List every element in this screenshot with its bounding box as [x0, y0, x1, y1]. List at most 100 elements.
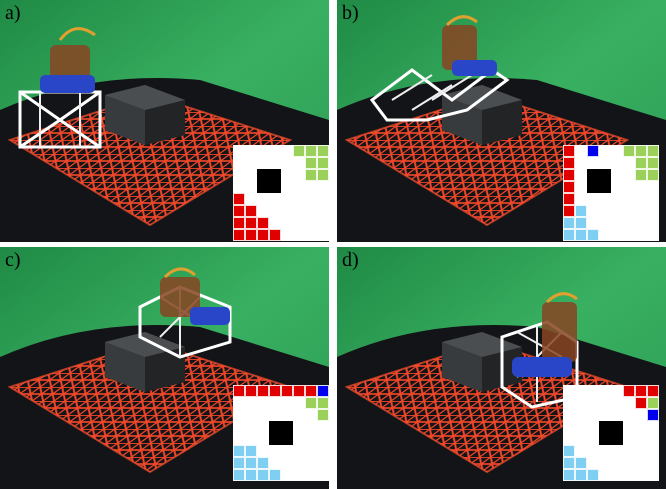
empty-cell [281, 205, 293, 217]
blue-cell [317, 385, 329, 397]
empty-cell [587, 433, 599, 445]
empty-cell [281, 217, 293, 229]
empty-cell [587, 217, 599, 229]
empty-cell [563, 397, 575, 409]
empty-cell [623, 217, 635, 229]
obstacle-cell [281, 433, 293, 445]
obstacle-cell [281, 421, 293, 433]
empty-cell [599, 193, 611, 205]
empty-cell [269, 217, 281, 229]
empty-cell [269, 193, 281, 205]
empty-cell [575, 169, 587, 181]
empty-cell [599, 217, 611, 229]
empty-cell [599, 457, 611, 469]
empty-cell [305, 457, 317, 469]
empty-cell [269, 409, 281, 421]
cyan-cell [563, 457, 575, 469]
empty-cell [317, 217, 329, 229]
empty-cell [245, 157, 257, 169]
red-cell [563, 145, 575, 157]
empty-cell [317, 229, 329, 241]
empty-cell [233, 433, 245, 445]
green-cell [647, 397, 659, 409]
empty-cell [293, 193, 305, 205]
red-cell [623, 385, 635, 397]
empty-cell [647, 469, 659, 481]
red-cell [563, 169, 575, 181]
empty-cell [635, 205, 647, 217]
empty-cell [635, 409, 647, 421]
empty-cell [647, 229, 659, 241]
empty-cell [281, 229, 293, 241]
empty-cell [293, 157, 305, 169]
cyan-cell [575, 217, 587, 229]
red-cell [257, 229, 269, 241]
empty-cell [611, 181, 623, 193]
red-cell [269, 229, 281, 241]
cyan-cell [563, 469, 575, 481]
empty-cell [305, 445, 317, 457]
cyan-cell [269, 469, 281, 481]
empty-cell [623, 193, 635, 205]
robot-and-voxels [369, 15, 510, 122]
green-cell [647, 157, 659, 169]
empty-cell [293, 433, 305, 445]
empty-cell [647, 421, 659, 433]
red-cell [233, 193, 245, 205]
empty-cell [635, 421, 647, 433]
empty-cell [293, 169, 305, 181]
red-cell [305, 385, 317, 397]
occupancy-grid-map [233, 145, 329, 241]
empty-cell [281, 181, 293, 193]
photo-panel-a: a) [0, 0, 329, 242]
empty-cell [611, 205, 623, 217]
obstacle-cell [611, 421, 623, 433]
obstacle-cell [269, 181, 281, 193]
empty-cell [599, 229, 611, 241]
empty-cell [317, 457, 329, 469]
cyan-cell [575, 457, 587, 469]
empty-cell [611, 409, 623, 421]
cyan-cell [575, 469, 587, 481]
red-cell [635, 385, 647, 397]
obstacle-cell [599, 433, 611, 445]
cyan-cell [233, 445, 245, 457]
obstacle-cell [269, 169, 281, 181]
green-cell [305, 157, 317, 169]
panel-label: b) [342, 2, 359, 24]
empty-cell [635, 445, 647, 457]
empty-cell [611, 145, 623, 157]
empty-cell [257, 421, 269, 433]
empty-cell [635, 181, 647, 193]
empty-cell [575, 397, 587, 409]
empty-cell [623, 169, 635, 181]
empty-cell [611, 157, 623, 169]
empty-cell [245, 145, 257, 157]
red-cell [563, 205, 575, 217]
empty-cell [647, 457, 659, 469]
obstacle-cell [257, 181, 269, 193]
empty-cell [305, 469, 317, 481]
cyan-cell [245, 469, 257, 481]
empty-cell [233, 157, 245, 169]
empty-cell [623, 181, 635, 193]
red-cell [269, 385, 281, 397]
empty-cell [623, 421, 635, 433]
cyan-cell [587, 229, 599, 241]
empty-cell [245, 193, 257, 205]
green-cell [635, 169, 647, 181]
green-cell [647, 169, 659, 181]
empty-cell [623, 157, 635, 169]
green-cell [635, 145, 647, 157]
obstacle-cell [587, 169, 599, 181]
empty-cell [587, 397, 599, 409]
empty-cell [587, 445, 599, 457]
empty-cell [281, 445, 293, 457]
photo-panel-b: b) [337, 0, 666, 242]
empty-cell [575, 157, 587, 169]
empty-cell [587, 457, 599, 469]
empty-cell [623, 457, 635, 469]
empty-cell [647, 217, 659, 229]
photo-panel-c: c) [0, 247, 329, 489]
robot-and-voxels [138, 267, 232, 359]
